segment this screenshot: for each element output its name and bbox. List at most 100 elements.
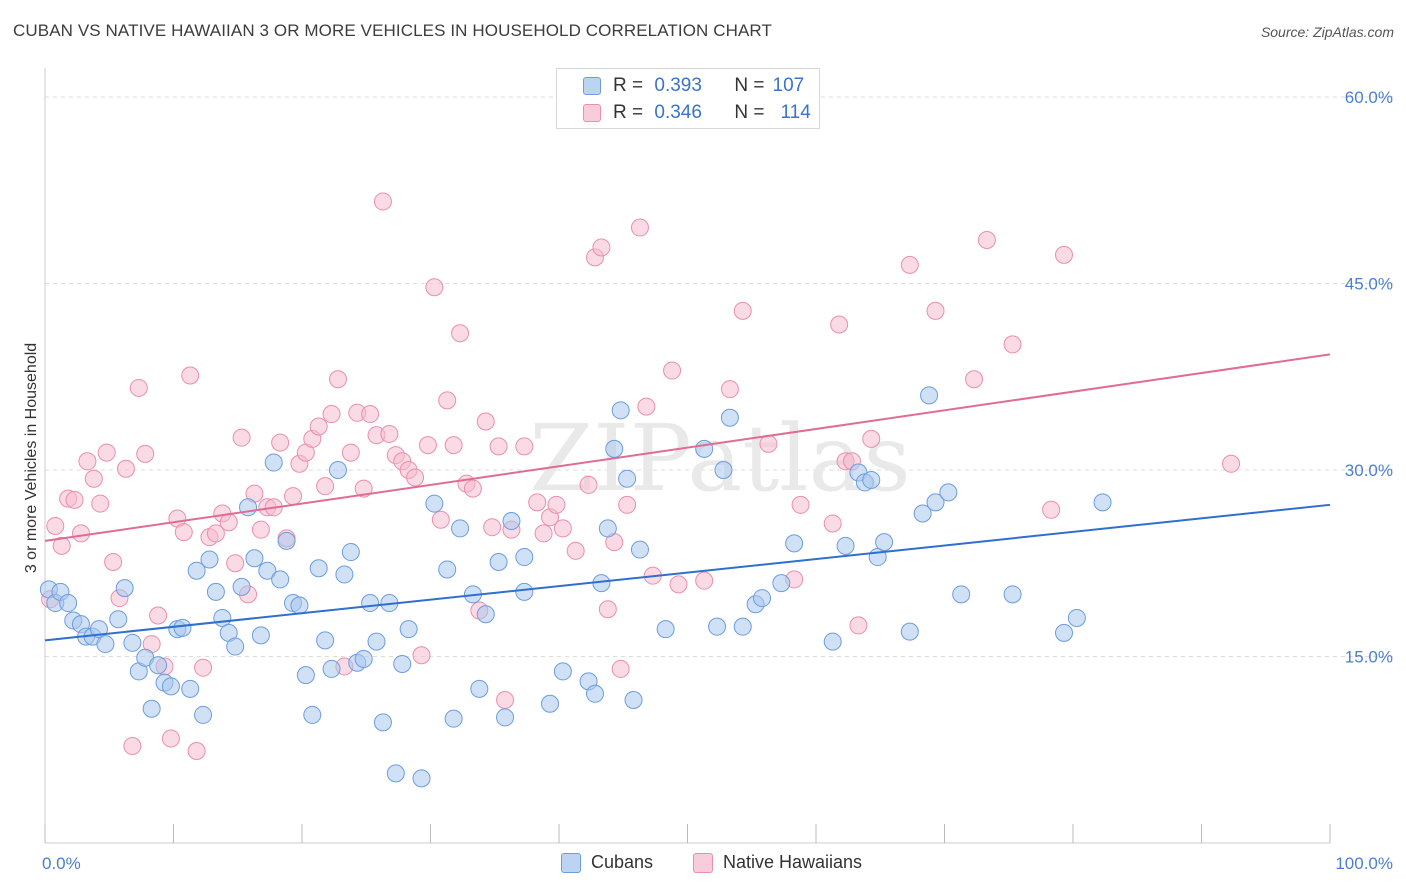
native-hawaiians-point	[900, 255, 919, 274]
native-hawaiians-point	[219, 513, 238, 532]
native-hawaiians-point	[104, 553, 123, 572]
cubans-point	[695, 439, 714, 458]
n-value: 107	[772, 75, 805, 96]
native-hawaiians-point	[206, 524, 225, 543]
cubans-point	[271, 570, 290, 589]
cubans-point	[875, 533, 894, 552]
cubans-point	[585, 684, 604, 703]
cubans-point	[173, 618, 192, 637]
native-hawaiians-swatch	[583, 104, 601, 122]
native-hawaiians-point	[862, 429, 881, 448]
cubans-point	[720, 408, 739, 427]
cubans-point	[96, 635, 115, 654]
cubans-point	[187, 561, 206, 580]
native-hawaiians-swatch	[693, 852, 713, 873]
y-tick-label: 30.0%	[1345, 461, 1393, 480]
native-hawaiians-point	[547, 495, 566, 514]
cubans-point	[161, 677, 180, 696]
n-value: 114	[780, 102, 811, 123]
y-tick-label: 60.0%	[1345, 88, 1393, 107]
native-hawaiians-point	[174, 523, 193, 542]
cubans-point	[354, 649, 373, 668]
native-hawaiians-point	[663, 361, 682, 380]
source-credit: Source: ZipAtlas.com	[1260, 24, 1394, 40]
native-hawaiians-point	[322, 405, 341, 424]
native-hawaiians-point	[251, 520, 270, 539]
native-hawaiians-point	[78, 452, 97, 471]
cubans-point	[194, 705, 213, 724]
cubans-point	[373, 713, 392, 732]
native-hawaiians-point	[341, 443, 360, 462]
native-hawaiians-point	[496, 691, 515, 710]
native-hawaiians-point	[1003, 335, 1022, 354]
native-hawaiians-point	[463, 479, 482, 498]
cubans-point	[1093, 493, 1112, 512]
native-hawaiians-point	[1222, 454, 1241, 473]
cubans-point	[624, 691, 643, 710]
native-hawaiians-point	[412, 646, 431, 665]
native-hawaiians-point	[444, 436, 463, 455]
tick-labels: 15.0% 30.0% 45.0% 60.0% 0.0% 100.0%	[42, 88, 1393, 873]
native-hawaiians-point	[733, 301, 752, 320]
r-value: 0.393	[654, 75, 702, 96]
y-tick-label: 15.0%	[1345, 648, 1393, 667]
native-hawaiians-point	[84, 469, 103, 488]
cubans-point	[952, 585, 971, 604]
cubans-point	[598, 519, 617, 538]
x-tick-label: 100.0%	[1335, 854, 1393, 873]
legend-item-cubans: Cubans	[561, 852, 653, 873]
cubans-point	[900, 622, 919, 641]
cubans-point	[630, 540, 649, 559]
native-hawaiians-trend-line	[44, 353, 1331, 542]
native-hawaiians-point	[592, 238, 611, 257]
cubans-point	[206, 582, 225, 601]
cubans-point	[309, 559, 328, 578]
native-hawaiians-point	[309, 417, 328, 436]
native-hawaiians-point	[97, 443, 116, 462]
native-hawaiians-point	[534, 524, 553, 543]
cubans-point	[386, 764, 405, 783]
native-hawaiians-point	[71, 524, 90, 543]
native-hawaiians-point	[65, 490, 84, 509]
cubans-point	[515, 582, 534, 601]
cubans-swatch	[583, 77, 601, 95]
cubans-point	[502, 511, 521, 530]
native-hawaiians-point	[136, 444, 155, 463]
cubans-point	[303, 705, 322, 724]
cubans-point	[200, 550, 219, 569]
native-hawaiians-point	[328, 370, 347, 389]
native-hawaiians-point	[438, 391, 457, 410]
native-hawaiians-point	[373, 192, 392, 211]
native-hawaiians-point	[226, 554, 245, 573]
native-hawaiians-point	[316, 477, 335, 496]
cubans-point	[470, 679, 489, 698]
legend-label-cubans: Cubans	[591, 852, 654, 872]
native-hawaiians-point	[1055, 245, 1074, 264]
native-hawaiians-point	[187, 741, 206, 760]
cubans-point	[939, 483, 958, 502]
gridlines	[45, 96, 1395, 657]
legend-label-native-hawaiians: Native Hawaiians	[723, 852, 863, 872]
native-hawaiians-point	[637, 397, 656, 416]
native-hawaiians-point	[406, 468, 425, 487]
cubans-point	[322, 659, 341, 678]
cubans-point	[476, 605, 495, 624]
native-hawaiians-point	[759, 434, 778, 453]
cubans-point	[115, 579, 134, 598]
cubans-point	[277, 531, 296, 550]
native-hawaiians-point	[451, 324, 470, 343]
cubans-point	[123, 633, 142, 652]
cubans-point	[785, 534, 804, 553]
native-hawaiians-point	[181, 366, 200, 385]
native-hawaiians-point	[476, 412, 495, 431]
native-hawaiians-point	[431, 510, 450, 529]
cubans-swatch	[561, 852, 581, 873]
cubans-point	[920, 386, 939, 405]
native-hawaiians-point	[46, 516, 65, 535]
native-hawaiians-point	[926, 301, 945, 320]
cubans-point	[611, 401, 630, 420]
native-hawaiians-point	[965, 370, 984, 389]
cubans-trend-line	[44, 503, 1331, 642]
cubans-point	[772, 574, 791, 593]
stats-row-cubans: R = 0.393 N = 107	[557, 73, 804, 99]
